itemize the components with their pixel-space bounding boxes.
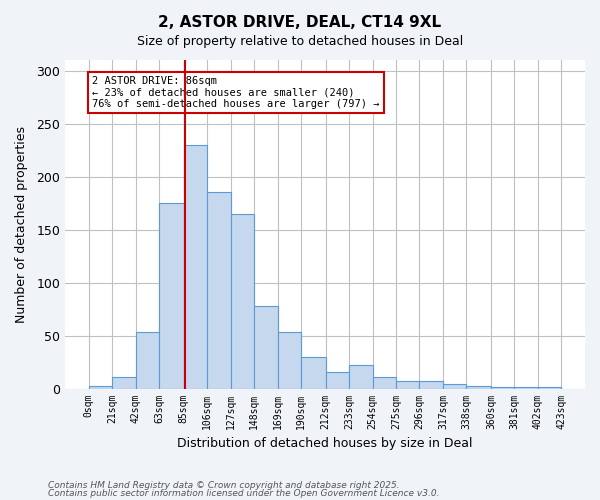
Bar [136, 332, 159, 388]
Text: Size of property relative to detached houses in Deal: Size of property relative to detached ho… [137, 35, 463, 48]
Bar [349, 365, 373, 388]
Bar [466, 386, 491, 388]
Bar [207, 192, 230, 388]
Bar [278, 332, 301, 388]
Bar [254, 306, 278, 388]
Y-axis label: Number of detached properties: Number of detached properties [15, 126, 28, 323]
Bar [112, 377, 136, 388]
Bar [396, 381, 419, 388]
Text: 2, ASTOR DRIVE, DEAL, CT14 9XL: 2, ASTOR DRIVE, DEAL, CT14 9XL [158, 15, 442, 30]
Bar [159, 203, 184, 388]
Bar [184, 145, 207, 388]
Bar [89, 386, 112, 388]
Text: Contains HM Land Registry data © Crown copyright and database right 2025.: Contains HM Land Registry data © Crown c… [48, 481, 400, 490]
Bar [301, 357, 326, 388]
Bar [230, 214, 254, 388]
Text: 2 ASTOR DRIVE: 86sqm
← 23% of detached houses are smaller (240)
76% of semi-deta: 2 ASTOR DRIVE: 86sqm ← 23% of detached h… [92, 76, 380, 109]
Text: Contains public sector information licensed under the Open Government Licence v3: Contains public sector information licen… [48, 488, 439, 498]
Bar [326, 372, 349, 388]
Bar [443, 384, 466, 388]
Bar [419, 381, 443, 388]
Bar [373, 377, 396, 388]
X-axis label: Distribution of detached houses by size in Deal: Distribution of detached houses by size … [177, 437, 473, 450]
